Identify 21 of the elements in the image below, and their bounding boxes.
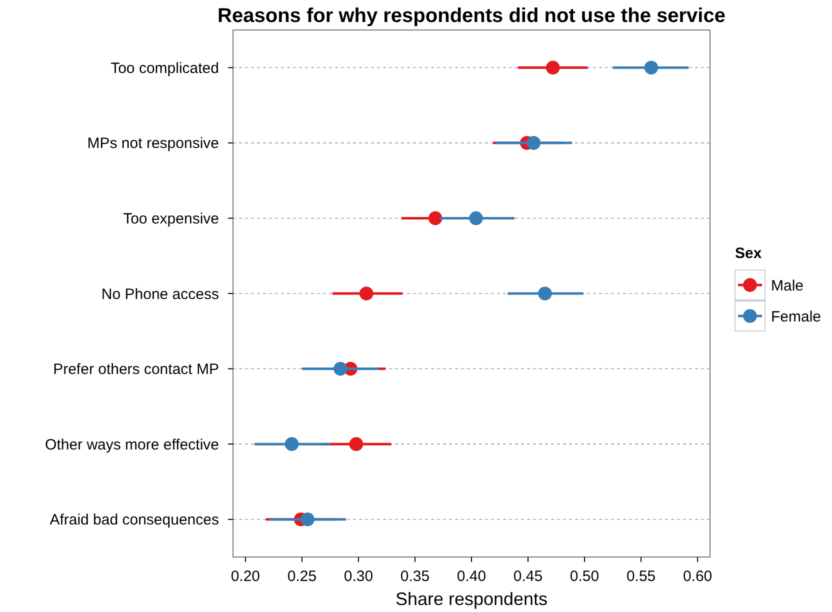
x-tick-label: 0.50: [570, 568, 600, 585]
legend-label: Male: [771, 277, 804, 294]
x-tick-label: 0.30: [344, 568, 374, 585]
legend-title: Sex: [735, 245, 762, 262]
x-axis-title: Share respondents: [395, 589, 548, 609]
chart-title: Reasons for why respondents did not use the service: [218, 5, 726, 27]
y-tick-label: No Phone access: [101, 286, 219, 303]
x-tick-label: 0.25: [287, 568, 317, 585]
y-tick-label: Prefer others contact MP: [53, 361, 219, 378]
y-tick-label: Too expensive: [123, 210, 219, 228]
y-tick-label: Other ways more effective: [45, 436, 219, 454]
x-tick-label: 0.40: [456, 568, 486, 585]
x-tick-label: 0.60: [682, 568, 712, 585]
x-tick-label: 0.20: [230, 568, 260, 585]
x-tick-label: 0.35: [400, 568, 430, 585]
x-tick-label: 0.55: [626, 568, 656, 585]
y-tick-label: Too complicated: [110, 60, 219, 77]
y-tick-label: Afraid bad consequences: [50, 512, 219, 529]
x-tick-label: 0.45: [513, 568, 543, 585]
legend-label: Female: [771, 308, 822, 326]
y-tick-label: MPs not responsive: [87, 135, 219, 152]
